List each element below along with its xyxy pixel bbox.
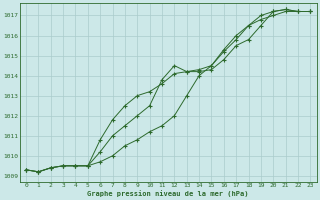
X-axis label: Graphe pression niveau de la mer (hPa): Graphe pression niveau de la mer (hPa): [87, 190, 249, 197]
